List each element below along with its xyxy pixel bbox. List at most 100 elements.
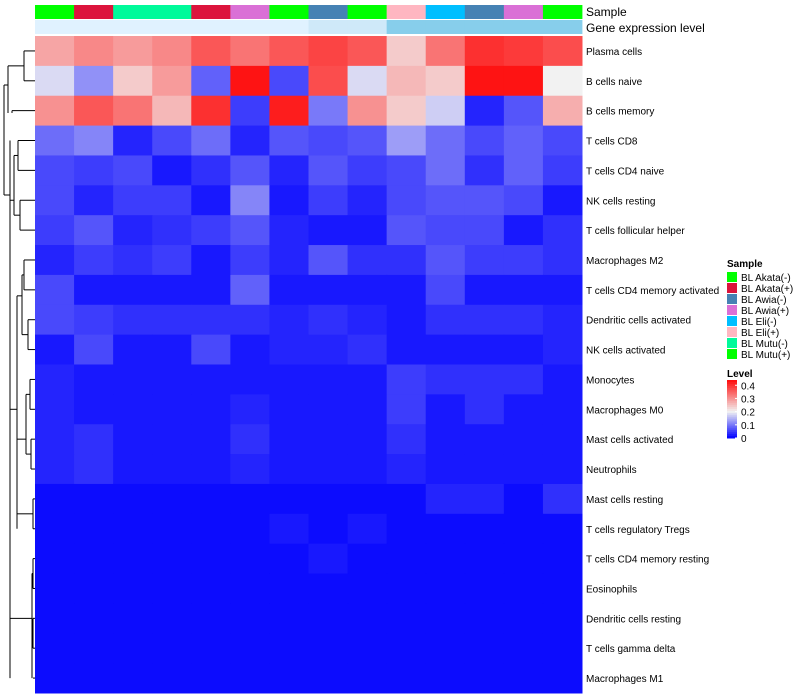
heatmap-cell xyxy=(542,185,583,216)
heatmap-cell xyxy=(191,245,231,276)
legend-level-gradient-step xyxy=(727,426,737,429)
heatmap-cell xyxy=(347,364,388,395)
heatmap-cell xyxy=(74,483,114,515)
heatmap-cell xyxy=(35,483,75,515)
legend-level-gradient-step xyxy=(727,391,737,395)
heatmap-cell xyxy=(230,304,270,336)
heatmap-cell xyxy=(386,304,427,336)
heatmap-cell xyxy=(503,483,544,515)
heatmap-cell xyxy=(425,215,466,246)
heatmap-cell xyxy=(191,424,231,455)
heatmap-cell xyxy=(347,573,388,604)
heatmap-cell xyxy=(308,304,349,336)
heatmap-cell xyxy=(308,663,349,694)
heatmap-cell xyxy=(386,65,427,97)
heatmap-cell xyxy=(152,95,192,127)
heatmap-cell xyxy=(503,543,544,575)
heatmap-cell xyxy=(230,95,270,127)
heatmap-cell xyxy=(347,245,388,276)
heatmap-cell xyxy=(386,215,427,246)
heatmap-cell xyxy=(347,454,388,485)
heatmap-cell xyxy=(464,394,505,425)
heatmap-cell xyxy=(347,633,388,664)
legend-level-gradient-step xyxy=(727,385,737,389)
heatmap-cell xyxy=(230,394,270,425)
heatmap-cell xyxy=(269,424,309,455)
legend-sample-label: BL Awia(-) xyxy=(741,295,787,306)
heatmap-cell xyxy=(269,334,309,365)
heatmap-cell xyxy=(269,364,309,395)
heatmap-cell xyxy=(113,394,153,425)
heatmap-cell xyxy=(464,663,505,694)
heatmap-cell xyxy=(191,125,231,156)
heatmap-cell xyxy=(230,334,270,365)
heatmap-cell xyxy=(113,185,153,216)
heatmap-cell xyxy=(191,454,231,485)
heatmap-cell xyxy=(347,95,388,127)
heatmap-cell xyxy=(269,513,309,545)
legend-level-gradient-step xyxy=(727,418,737,422)
legend-level-title: Level xyxy=(727,369,753,380)
row-label: Dendritic cells activated xyxy=(586,316,691,327)
heatmap-cell xyxy=(503,573,544,604)
heatmap-cell xyxy=(35,334,75,365)
heatmap-cell xyxy=(542,334,583,365)
heatmap-cell xyxy=(347,424,388,455)
heatmap-cell xyxy=(464,513,505,545)
heatmap-cell xyxy=(35,36,75,67)
heatmap-cell xyxy=(464,245,505,276)
heatmap-cell xyxy=(464,304,505,336)
sample-annotation-cell xyxy=(503,5,544,19)
gene-expression-annotation-cell xyxy=(113,20,153,34)
legend-sample-swatch xyxy=(727,305,737,315)
heatmap-cell xyxy=(152,633,192,664)
heatmap-cell xyxy=(152,334,192,365)
row-label: Monocytes xyxy=(586,375,634,386)
heatmap-cell xyxy=(386,424,427,455)
heatmap-cell xyxy=(542,663,583,694)
heatmap-cell xyxy=(191,483,231,515)
sample-annotation-cell xyxy=(152,5,192,19)
heatmap-cell xyxy=(152,543,192,575)
heatmap-cell xyxy=(308,573,349,604)
heatmap-cell xyxy=(269,274,309,306)
heatmap-cell xyxy=(308,215,349,246)
heatmap-cell xyxy=(308,334,349,365)
heatmap-cell xyxy=(503,215,544,246)
heatmap-cell xyxy=(113,454,153,485)
heatmap-cell xyxy=(347,394,388,425)
heatmap-cell xyxy=(347,125,388,156)
legend-level-gradient-step xyxy=(727,412,737,416)
heatmap-cell xyxy=(308,36,349,67)
heatmap-cell xyxy=(386,364,427,395)
heatmap-cell xyxy=(74,245,114,276)
heatmap-cell xyxy=(464,424,505,455)
heatmap-cell xyxy=(386,274,427,306)
heatmap-cell xyxy=(464,603,505,634)
heatmap-cell xyxy=(152,424,192,455)
heatmap-cell xyxy=(308,65,349,97)
heatmap-cell xyxy=(152,125,192,156)
row-label: Mast cells activated xyxy=(586,435,673,446)
heatmap-cell xyxy=(74,274,114,306)
heatmap-cell xyxy=(230,603,270,634)
heatmap-cell xyxy=(503,95,544,127)
heatmap-cell xyxy=(464,95,505,127)
sample-annotation-cell xyxy=(464,5,505,19)
heatmap-cell xyxy=(464,215,505,246)
heatmap-cell xyxy=(542,603,583,634)
heatmap-cell xyxy=(464,633,505,664)
heatmap-cell xyxy=(35,125,75,156)
row-label: T cells follicular helper xyxy=(586,226,685,237)
legend-sample-swatch xyxy=(727,283,737,293)
sample-annotation-cell xyxy=(230,5,270,19)
heatmap-cell xyxy=(269,65,309,97)
heatmap-cell xyxy=(191,95,231,127)
heatmap-cell xyxy=(152,603,192,634)
gene-expression-annotation-cell xyxy=(74,20,114,34)
heatmap-cell xyxy=(542,95,583,127)
legend-sample-label: BL Awia(+) xyxy=(741,306,789,317)
heatmap-cell xyxy=(269,483,309,515)
heatmap-cell xyxy=(386,95,427,127)
